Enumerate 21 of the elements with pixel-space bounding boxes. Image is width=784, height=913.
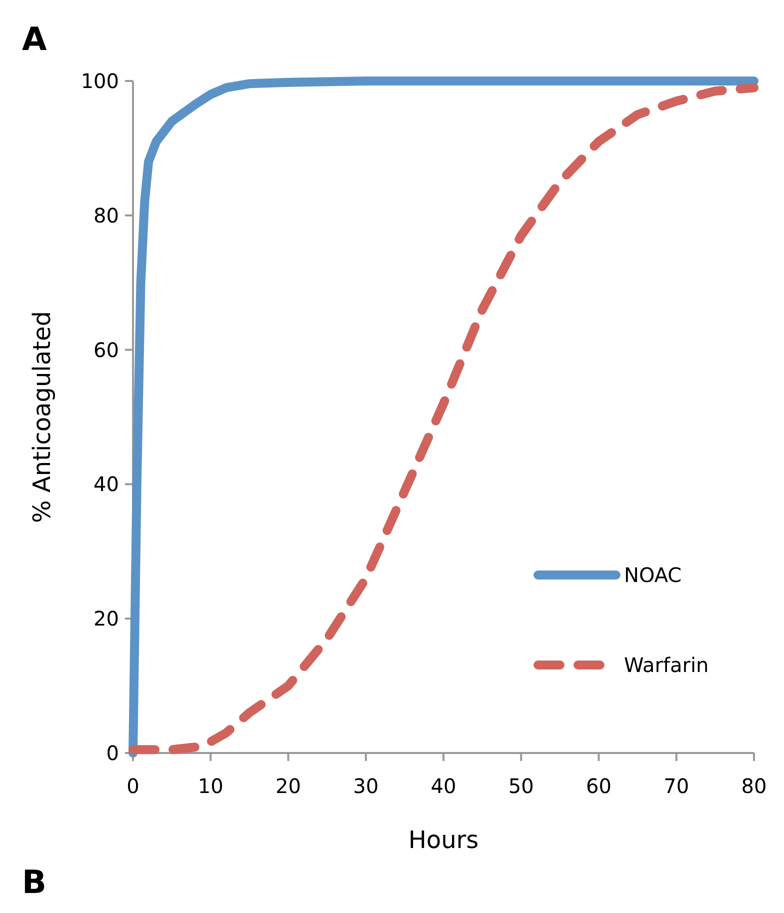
y-tick-label: 60 [94, 338, 119, 362]
x-axis-title: Hours [408, 826, 479, 854]
x-tick-label: 60 [586, 774, 612, 798]
legend-label: Warfarin [624, 653, 709, 677]
y-tick-label: 20 [94, 606, 119, 631]
y-axis-title: % Anticoagulated [28, 311, 56, 523]
text: A [22, 20, 47, 58]
x-tick-label: 20 [276, 774, 301, 798]
x-tick-label: 10 [198, 774, 224, 798]
x-tick-label: 80 [741, 774, 767, 798]
y-tick-label: 0 [106, 741, 119, 765]
text: B [22, 863, 46, 901]
y-tick-label: 40 [94, 472, 119, 496]
x-tick-label: 50 [508, 774, 534, 798]
y-tick-label: 80 [94, 203, 119, 228]
x-tick-label: 40 [430, 774, 456, 798]
x-tick-label: 30 [353, 774, 379, 798]
x-tick-label: 70 [664, 774, 690, 798]
x-tick-label: 0 [126, 774, 140, 798]
legend-label: NOAC [624, 563, 682, 587]
y-tick-label: 100 [80, 69, 119, 93]
